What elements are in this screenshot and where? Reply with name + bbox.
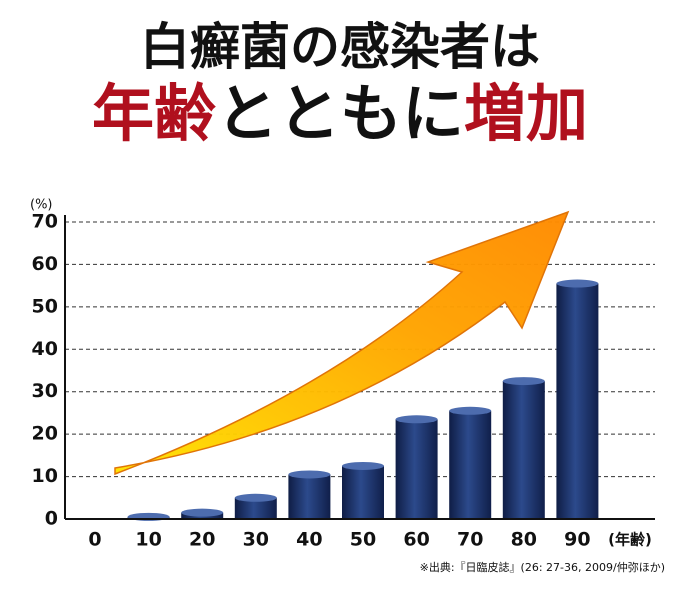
x-tick-label: 20 — [189, 529, 215, 551]
bar-top — [234, 493, 277, 502]
x-tick-label: 40 — [296, 529, 322, 551]
bar-body — [342, 465, 384, 519]
bar-top — [502, 377, 545, 386]
bar-top — [395, 415, 438, 424]
bar-body — [234, 497, 277, 519]
title-line: 年齢とともに増加 — [92, 77, 588, 150]
title-part: 年齢 — [92, 77, 216, 150]
x-tick-label: 70 — [457, 529, 483, 551]
y-tick-label: 20 — [32, 423, 58, 445]
x-tick-label: 30 — [243, 529, 269, 551]
bar — [449, 406, 492, 519]
x-axis-label: (年齢) — [608, 531, 652, 549]
bar — [234, 493, 277, 519]
x-tick-label: 60 — [403, 529, 429, 551]
y-tick-label: 60 — [32, 253, 58, 275]
title-part: 白癬菌の感染者は — [140, 18, 540, 76]
y-tick-label: 10 — [32, 465, 58, 487]
bar-top — [288, 470, 331, 479]
bar-top — [342, 461, 384, 470]
y-tick-label: 70 — [32, 211, 58, 233]
bar-body — [556, 283, 599, 519]
bar — [502, 377, 545, 519]
y-axis-label: (%) — [30, 198, 53, 213]
bar — [395, 415, 438, 519]
x-tick-label: 10 — [135, 529, 161, 551]
bar-body — [502, 381, 545, 519]
title-part: とともに — [216, 77, 464, 150]
bar-top — [181, 508, 224, 517]
bar-body — [449, 410, 492, 519]
x-tick-label: 90 — [564, 529, 590, 551]
bar-top — [449, 406, 492, 415]
trend-arrow — [114, 210, 570, 476]
bar-body — [395, 419, 438, 519]
title-line: 白癬菌の感染者は — [140, 18, 540, 76]
bars — [127, 279, 599, 521]
y-tick-label: 0 — [45, 508, 58, 530]
bar — [288, 470, 331, 519]
y-tick-label: 40 — [32, 338, 58, 360]
x-tick-label: 80 — [511, 529, 537, 551]
y-tick-label: 30 — [32, 380, 58, 402]
bar — [181, 508, 224, 519]
bar-body — [288, 474, 331, 519]
x-tick-label: 0 — [88, 529, 101, 551]
source-note: ※出典:『日臨皮誌』(26: 27-36, 2009/仲弥ほか) — [420, 560, 665, 574]
bar-top — [556, 279, 599, 288]
bar — [342, 461, 384, 519]
title-part: 増加 — [464, 77, 588, 150]
bar — [556, 279, 599, 519]
x-tick-label: 50 — [350, 529, 376, 551]
y-tick-label: 50 — [32, 295, 58, 317]
